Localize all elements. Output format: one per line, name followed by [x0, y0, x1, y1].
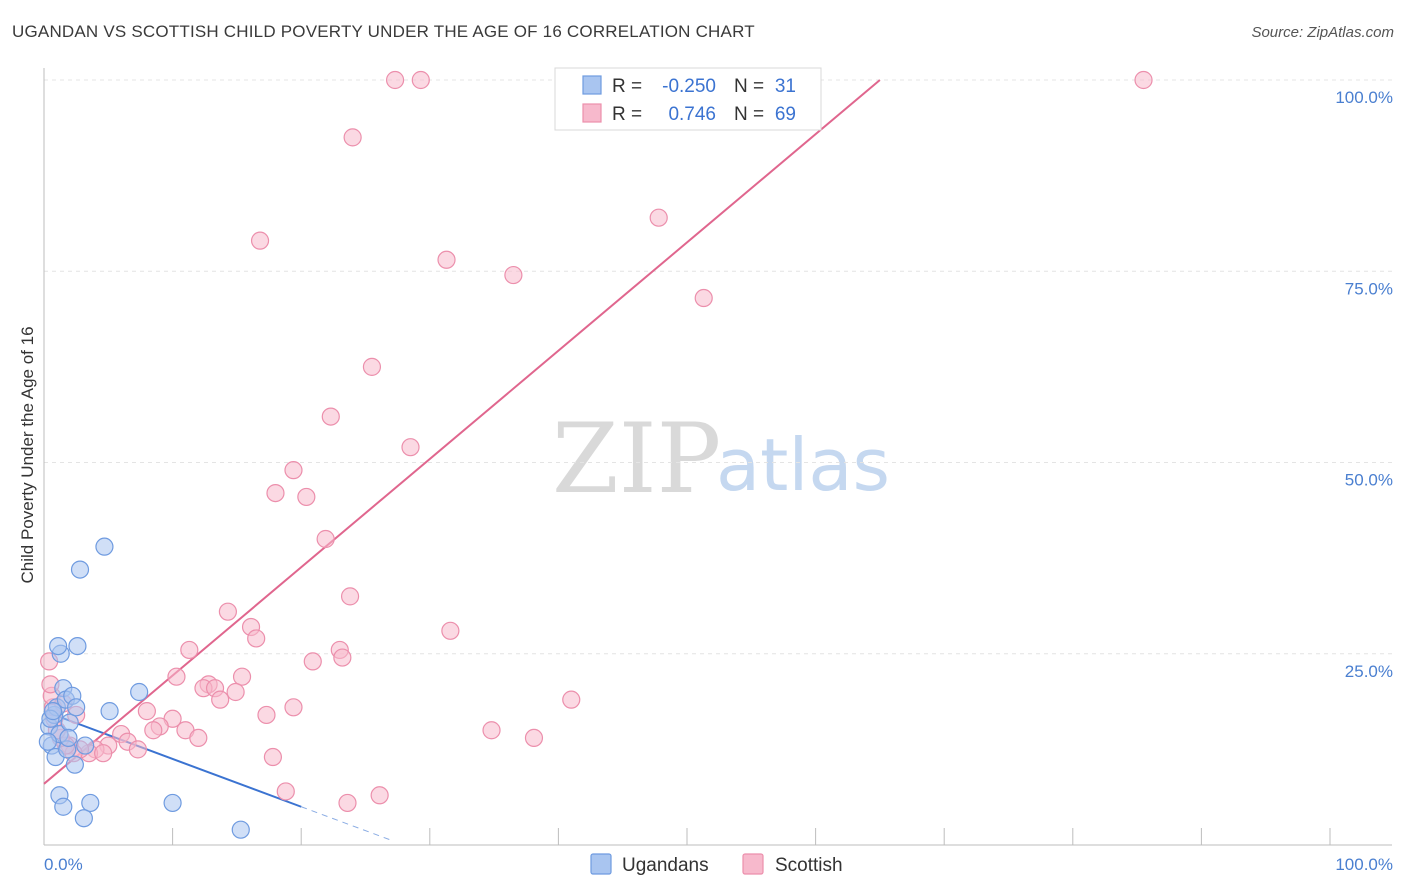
ugandans-trend-line — [43, 710, 302, 808]
legend-swatch-scottish — [582, 103, 602, 123]
ugandans-point-28 — [43, 702, 63, 721]
watermark-zip: ZIP — [552, 403, 721, 515]
bottom-legend-ugandans: Ugandans — [622, 855, 709, 876]
scottish-point-11 — [362, 357, 382, 376]
ugandans-point-23 — [130, 682, 149, 702]
scottish-point-50 — [482, 721, 501, 740]
scottish-point-14 — [284, 461, 303, 480]
scottish-point-34 — [562, 690, 581, 709]
legend-r-value-scottish: 0.746 — [668, 104, 716, 125]
scottish-point-8 — [437, 250, 456, 269]
ugandans-point-21 — [95, 537, 114, 556]
legend-r-value-ugandans: -0.250 — [662, 76, 716, 97]
scottish-point-5 — [343, 128, 362, 147]
legend-swatch-ugandans — [582, 75, 602, 95]
scottish-point-36 — [257, 705, 276, 725]
scottish-point-18 — [340, 587, 360, 606]
x-tick-label-max: 100.0% — [1335, 855, 1393, 874]
y-tick-label: 50.0% — [1345, 471, 1393, 490]
ugandans-point-29 — [59, 728, 78, 748]
scottish-point-10 — [694, 288, 713, 308]
scottish-point-17 — [316, 529, 335, 549]
scottish-point-23 — [180, 640, 199, 660]
y-tick-label: 75.0% — [1345, 279, 1393, 298]
scottish-point-51 — [524, 728, 544, 748]
legend-r-label-ugandans: R = — [612, 76, 642, 97]
scottish-point-28 — [232, 667, 252, 686]
scottish-point-12 — [321, 407, 340, 426]
watermark: ZIP atlas — [552, 403, 890, 515]
scottish-point-1 — [411, 70, 430, 90]
ugandans-point-14 — [65, 755, 84, 774]
scottish-point-54 — [370, 786, 389, 805]
source-credit: Source: ZipAtlas.com — [1251, 24, 1394, 41]
scottish-point-19 — [218, 602, 237, 621]
scottish-point-31 — [226, 682, 245, 702]
ugandans-point-25 — [74, 809, 93, 828]
scottish-point-0 — [385, 70, 405, 90]
ugandans-point-8 — [49, 636, 68, 656]
scottish-trend-line — [43, 79, 881, 785]
correlation-legend: R = -0.250 N = 31 R = 0.746 N = 69 — [554, 67, 822, 131]
chart-title: UGANDAN VS SCOTTISH CHILD POVERTY UNDER … — [12, 22, 755, 41]
scottish-point-15 — [266, 484, 285, 503]
trend-lines — [43, 79, 881, 841]
y-axis-label: Child Poverty Under the Age of 16 — [18, 326, 37, 583]
scottish-point-41 — [144, 721, 163, 740]
bottom-legend-swatch-ugandans — [590, 853, 612, 875]
ugandans-point-27 — [231, 820, 250, 839]
scottish-point-20 — [441, 621, 460, 640]
data-points — [38, 70, 1153, 839]
ugandans-point-19 — [68, 636, 87, 656]
ugandans-point-13 — [67, 698, 86, 717]
ugandans-point-26 — [163, 793, 182, 813]
scottish-point-49 — [263, 747, 283, 767]
legend-n-label-ugandans: N = — [734, 76, 764, 97]
ugandans-point-24 — [81, 793, 100, 813]
ugandans-point-20 — [70, 560, 90, 579]
scottish-point-35 — [284, 698, 303, 717]
series-legend: Ugandans Scottish — [590, 853, 843, 876]
ugandans-point-17 — [54, 797, 73, 816]
y-tick-label: 25.0% — [1345, 662, 1393, 681]
ugandans-point-18 — [76, 736, 95, 755]
legend-n-value-scottish: 69 — [775, 104, 796, 125]
scottish-point-7 — [649, 208, 668, 227]
scottish-point-44 — [189, 728, 208, 748]
scottish-point-33 — [211, 690, 230, 709]
y-tick-labels: 25.0% 50.0% 75.0% 100.0% — [1335, 88, 1393, 681]
x-tick-labels: 0.0% 100.0% — [44, 855, 1393, 874]
scottish-point-37 — [137, 702, 156, 721]
scottish-point-27 — [167, 667, 186, 686]
scottish-point-52 — [276, 782, 295, 801]
grid — [44, 79, 1392, 655]
scottish-point-16 — [297, 487, 316, 507]
ugandans-trend-extension — [301, 806, 392, 841]
ugandans-point-11 — [60, 713, 79, 732]
ugandans-point-30 — [38, 732, 57, 751]
watermark-atlas: atlas — [716, 423, 890, 507]
scottish-point-22 — [247, 629, 266, 648]
legend-n-label-scottish: N = — [734, 104, 764, 125]
scottish-point-48 — [128, 740, 147, 759]
scottish-point-6 — [250, 231, 270, 250]
y-tick-label: 100.0% — [1335, 88, 1393, 107]
bottom-legend-scottish: Scottish — [775, 855, 843, 876]
legend-r-label-scottish: R = — [612, 104, 642, 125]
scottish-point-68 — [94, 744, 113, 763]
scottish-point-9 — [504, 265, 523, 285]
ugandans-point-22 — [100, 702, 119, 721]
x-tick-label-min: 0.0% — [44, 855, 83, 874]
scottish-point-53 — [338, 793, 357, 813]
scottish-point-13 — [401, 438, 420, 457]
scottish-point-25 — [333, 648, 352, 667]
scottish-point-4 — [1134, 70, 1153, 90]
bottom-legend-swatch-scottish — [742, 853, 764, 875]
legend-n-value-ugandans: 31 — [775, 76, 796, 97]
scottish-point-26 — [303, 652, 322, 671]
